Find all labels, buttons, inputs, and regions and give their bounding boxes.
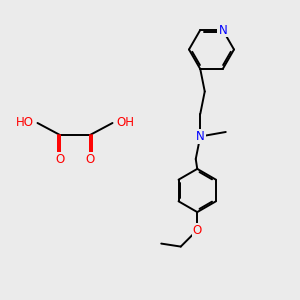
Text: OH: OH	[116, 116, 134, 130]
Text: O: O	[193, 224, 202, 237]
Text: N: N	[218, 23, 227, 37]
Text: N: N	[196, 130, 205, 143]
Text: HO: HO	[16, 116, 34, 130]
Text: O: O	[85, 153, 94, 166]
Text: O: O	[56, 153, 64, 166]
